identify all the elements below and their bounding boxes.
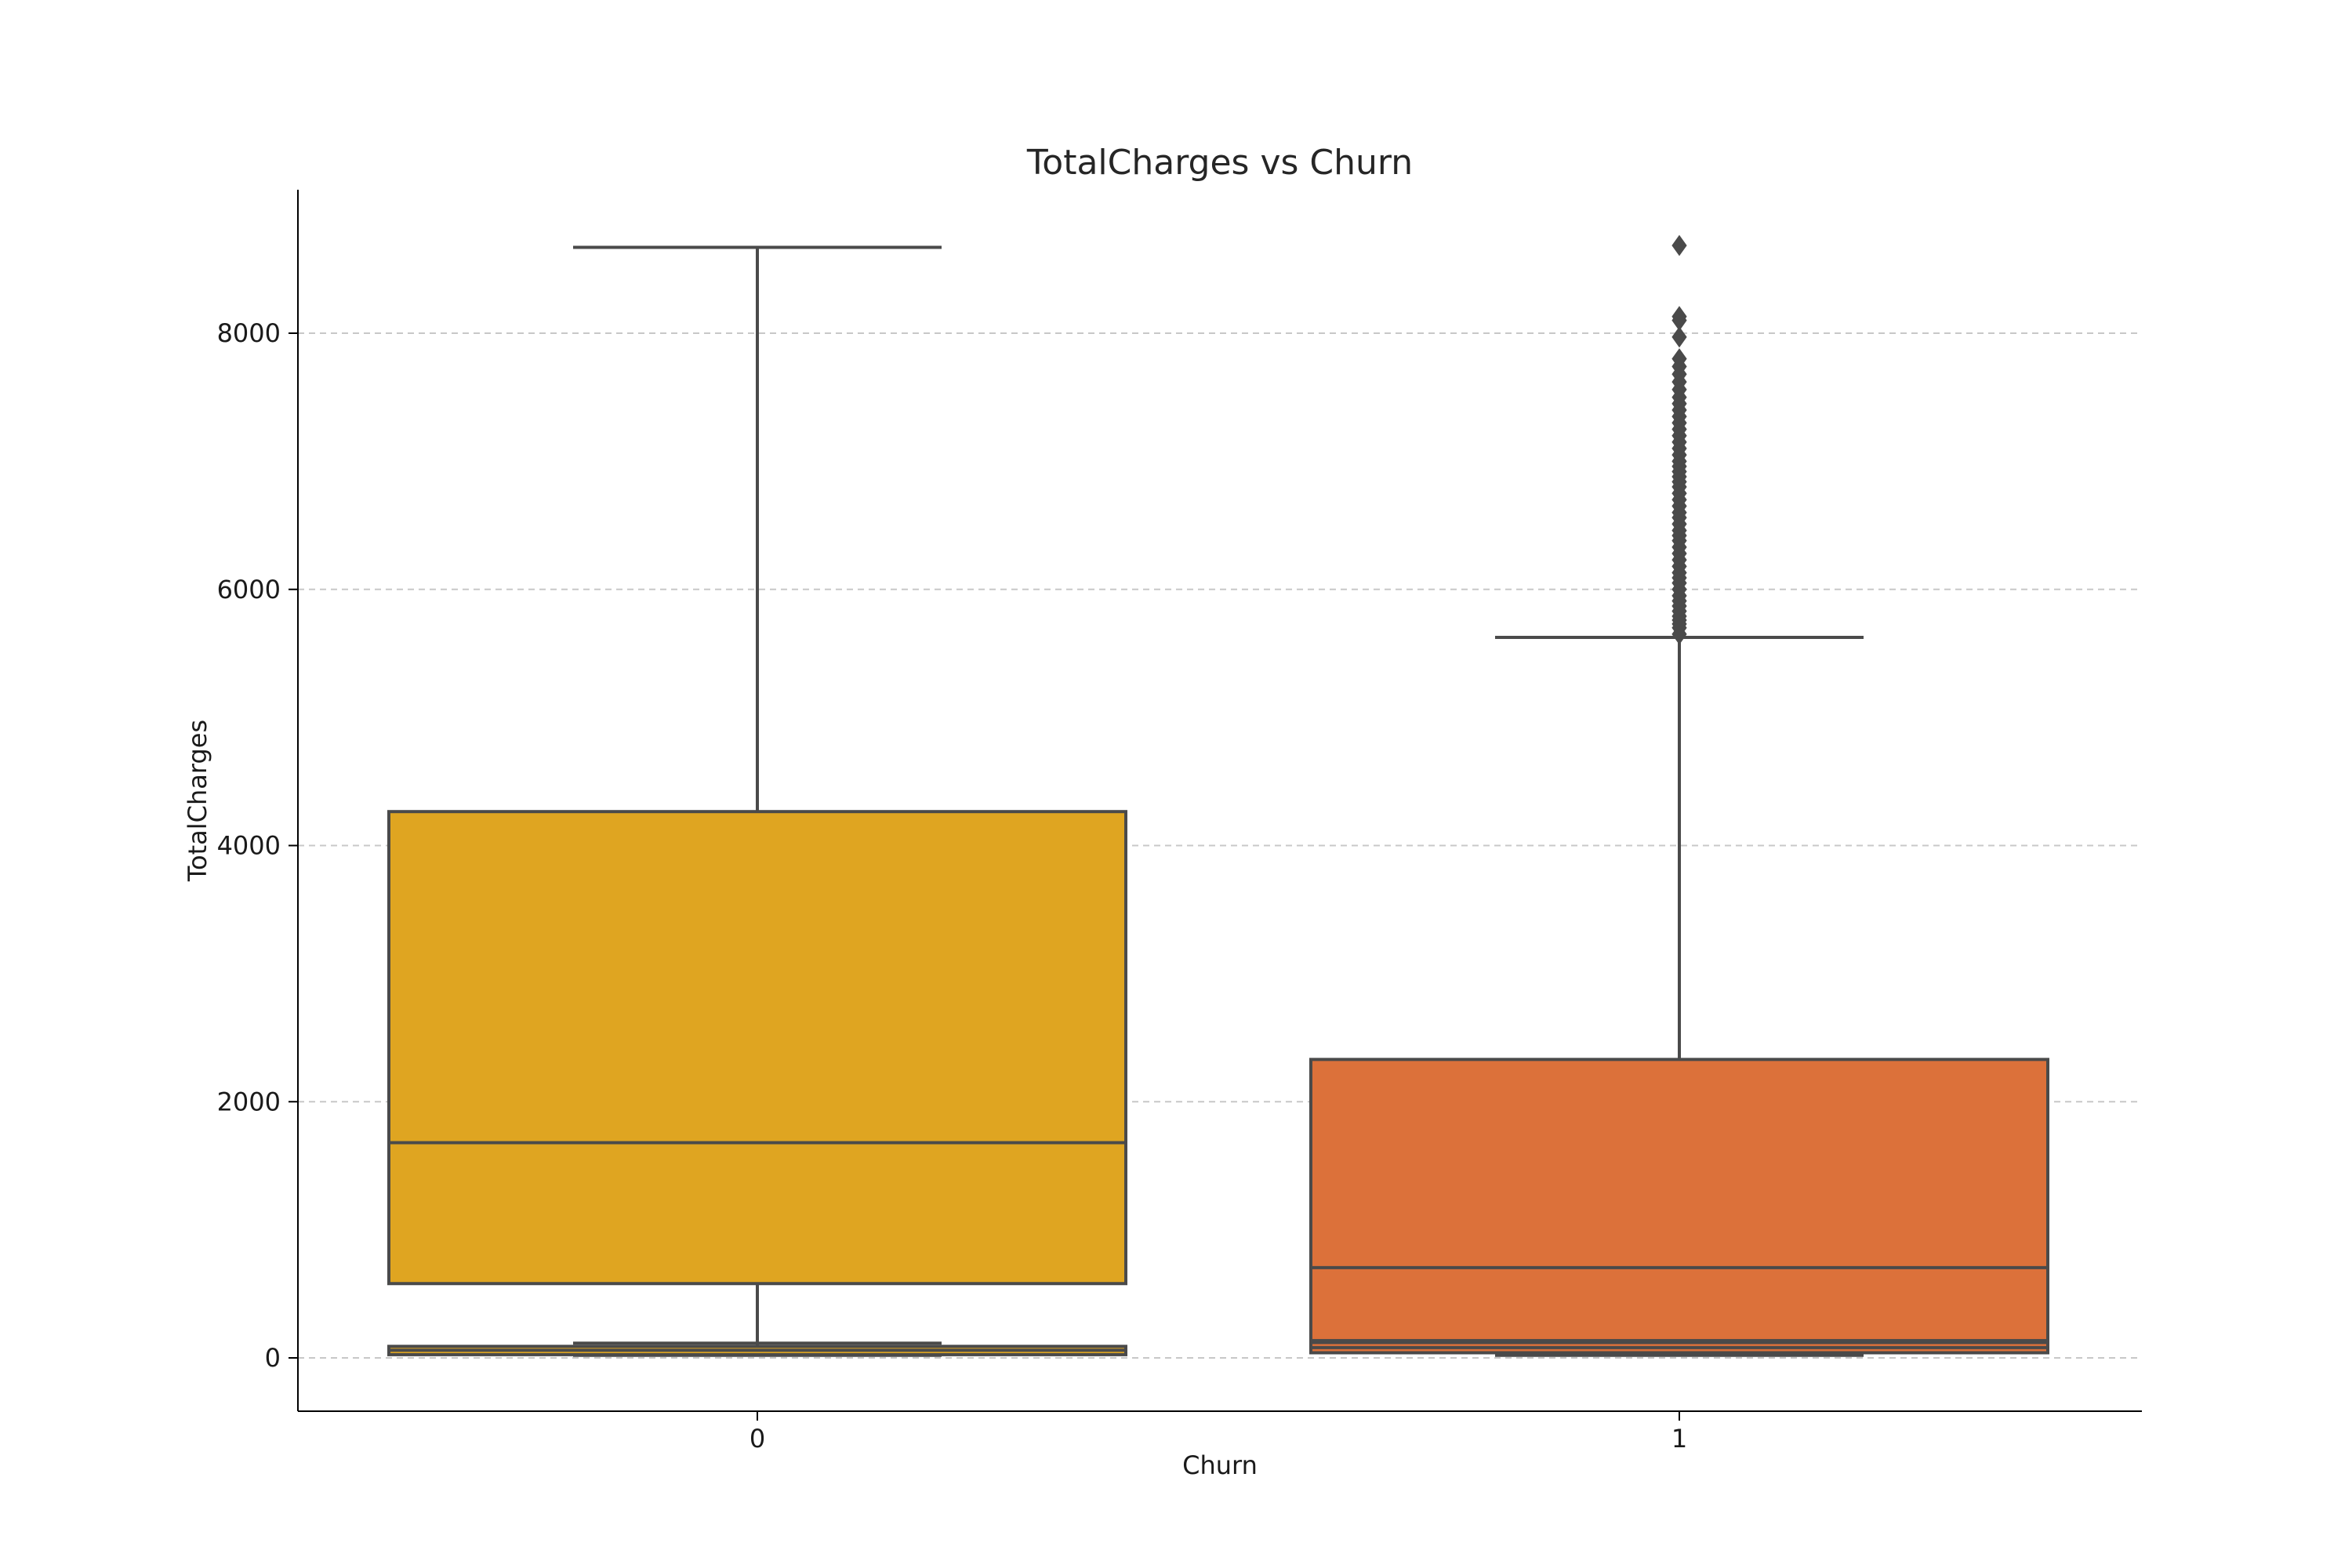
box-1 [1309,234,2049,1357]
x-axis-label: Churn [1182,1450,1258,1480]
y-tick-label: 0 [265,1343,281,1373]
y-axis-label: TotalCharges [183,720,212,882]
boxes [387,234,2049,1357]
y-tick-label: 8000 [217,318,281,348]
outlier-point [1671,234,1687,256]
outlier-point [1671,326,1687,348]
box-body [1309,1058,2049,1342]
ticks: 0 2000 4000 6000 8000 0 1 [217,318,1688,1454]
y-tick-label: 6000 [217,575,281,604]
box-body [387,810,1127,1286]
outlier-point [1671,306,1687,328]
y-tick-label: 4000 [217,831,281,861]
box-0 [387,245,1127,1357]
y-tick-label: 2000 [217,1087,281,1116]
axes [297,190,2142,1412]
x-tick-label: 0 [750,1424,765,1454]
outlier-point [1671,348,1687,370]
x-tick-label: 1 [1671,1424,1687,1454]
chart-title: TotalCharges vs Churn [1026,143,1413,183]
